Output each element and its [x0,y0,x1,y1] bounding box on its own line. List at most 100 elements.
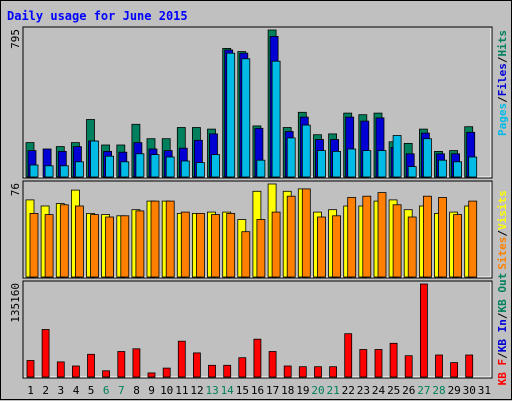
pages-bar [392,135,402,178]
sites-bar [195,212,205,278]
x-tick-label: 8 [133,384,140,397]
legend-item: Pages [496,103,509,136]
pages-bar [165,156,175,178]
pages-bar [44,165,54,178]
x-tick-label: 15 [236,384,249,397]
kbytes-bar [404,355,413,378]
sites-bar [407,216,417,278]
pages-bar [453,161,463,178]
pages-bar [422,138,432,178]
x-tick-label: 11 [175,384,188,397]
kbytes-bar [389,342,398,378]
x-tick-label: 2 [42,384,49,397]
legend-item: KB In [496,319,509,352]
y-max-label: 135160 [9,283,22,323]
pages-bar [120,161,130,178]
sites-bar [226,212,236,278]
x-tick-label: 29 [448,384,461,397]
x-tick-label: 10 [160,384,173,397]
sites-bar [332,215,342,278]
pages-bar [135,153,145,178]
sites-bar [362,195,372,278]
x-tick-label: 5 [88,384,95,397]
x-tick-label: 1 [27,384,34,397]
kbytes-bar [162,367,171,378]
x-tick-label: 23 [357,384,370,397]
x-tick-label: 16 [251,384,264,397]
kbytes-bar [87,353,95,378]
kbytes-bar [132,348,141,378]
x-tick-label: 14 [221,384,235,397]
sites-bar [347,197,357,278]
sites-bar [75,205,84,278]
sites-bar [256,219,266,278]
kbytes-bar [177,340,186,378]
pages-bar [347,148,357,178]
sites-bar [438,197,447,278]
sites-bar [165,200,175,278]
legend-text: Pages/Files/Hits [496,30,509,136]
sites-bar [150,200,160,278]
pages-bar [256,159,266,178]
pages-bar [468,156,478,178]
kbytes-bar [102,370,110,378]
pages-bar [286,137,296,178]
legend-item: Hits [496,30,509,57]
x-tick-label: 3 [57,384,64,397]
kbytes-bar [329,366,338,378]
pages-bar [271,60,281,178]
kbytes-bar [435,354,443,378]
x-tick-label: 30 [463,384,476,397]
sites-bar [301,188,311,278]
legend-text: Sites/Visits [496,190,509,270]
sites-bar [211,214,220,278]
pages-bar [180,160,190,178]
pages-bar [407,166,417,178]
legend-item: Visits [496,190,509,230]
x-tick-label: 25 [387,384,400,397]
legend-item: KB F [496,359,509,386]
pages-bar [105,155,114,178]
kbytes-bar [283,365,292,378]
x-axis-labels: 1 2 3 4 5 6 7 8 9 10 11 12 13 14 15 16 17 18 19 20 21 22 23 24 2… [27,384,491,397]
sites-bar [90,214,99,278]
sites-bar [271,211,281,278]
kbytes-bar [419,283,428,378]
pages-bar [377,150,387,178]
x-tick-label: 17 [266,384,279,397]
bar-layer [25,29,478,378]
pages-bar [438,159,447,178]
y-max-label: 795 [9,29,22,49]
kbytes-bar [41,329,50,378]
y-max-label: 76 [9,183,22,196]
kbytes-bar [208,364,216,378]
kbytes-bar [192,352,201,378]
sites-bar [422,195,432,278]
sites-bar [377,192,387,278]
x-tick-label: 19 [296,384,309,397]
kbytes-bar [72,365,80,378]
sites-bar [135,210,145,278]
kbytes-bar [238,357,247,378]
pages-bar [362,150,372,178]
x-tick-label: 9 [148,384,155,397]
kbytes-bar [26,360,35,378]
x-tick-label: 12 [190,384,203,397]
sites-bar [44,214,54,278]
kbytes-bar [314,366,322,378]
x-tick-label: 31 [478,384,491,397]
sites-bar [241,231,251,278]
x-tick-label: 18 [281,384,294,397]
x-tick-label: 4 [73,384,80,397]
panels [22,26,493,379]
pages-bar [90,140,99,178]
pages-bar [59,165,69,178]
sites-bar [468,200,478,278]
x-tick-label: 20 [311,384,324,397]
pages-bar [211,154,220,178]
kbytes-bar [450,362,459,378]
kbytes-bar [147,372,156,378]
pages-bar [195,162,205,178]
